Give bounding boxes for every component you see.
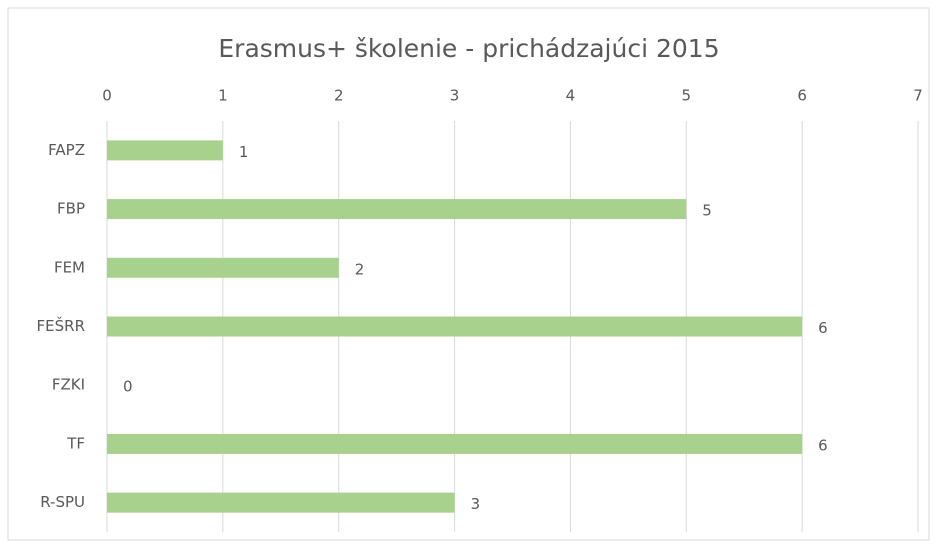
y-tick-label: FEM — [54, 258, 85, 276]
x-tick-label: 5 — [682, 87, 692, 105]
data-label: 6 — [818, 436, 828, 454]
y-tick-label: TF — [66, 434, 85, 452]
x-tick-label: 7 — [913, 87, 923, 105]
chart-title: Erasmus+ školenie - prichádzajúci 2015 — [218, 34, 719, 63]
y-tick-label: FEŠRR — [37, 316, 85, 335]
y-tick-label: FBP — [57, 200, 85, 218]
bar — [107, 140, 223, 161]
bar — [107, 433, 803, 454]
x-tick-label: 4 — [566, 87, 576, 105]
data-label: 5 — [702, 202, 712, 220]
y-tick-label: R-SPU — [40, 493, 85, 511]
data-label: 0 — [123, 378, 133, 396]
data-label: 6 — [818, 319, 828, 337]
x-tick-label: 6 — [797, 87, 807, 105]
data-label: 2 — [355, 260, 365, 278]
bar — [107, 316, 803, 337]
x-tick-label: 2 — [334, 87, 344, 105]
x-tick-label: 1 — [218, 87, 228, 105]
data-label: 3 — [471, 495, 481, 513]
bar — [107, 199, 687, 220]
y-tick-label: FAPZ — [48, 141, 85, 159]
y-tick-label: FZKI — [52, 376, 85, 394]
x-tick-label: 0 — [102, 87, 112, 105]
x-tick-label: 3 — [450, 87, 460, 105]
data-label: 1 — [239, 143, 249, 161]
bar — [107, 492, 455, 513]
bar — [107, 257, 339, 278]
